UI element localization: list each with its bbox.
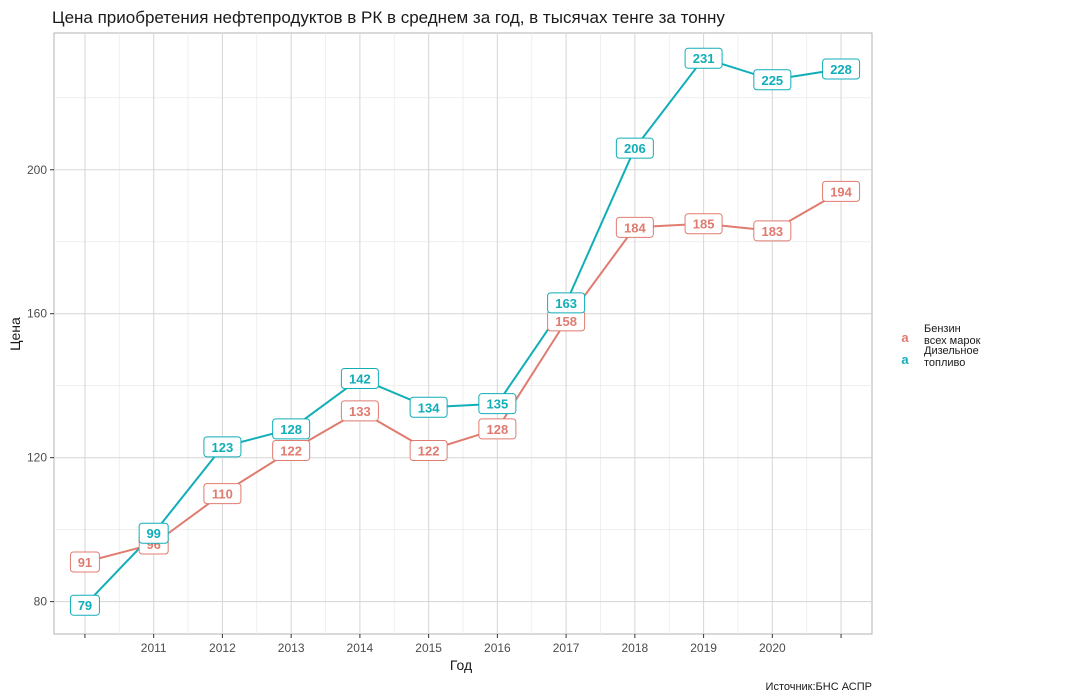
data-label: 133 bbox=[340, 400, 379, 422]
x-tick-label: 2017 bbox=[553, 641, 580, 655]
data-label-text: 194 bbox=[830, 184, 852, 199]
data-label-text: 79 bbox=[78, 598, 92, 613]
data-label-text: 133 bbox=[349, 404, 371, 419]
data-label-text: 123 bbox=[212, 440, 234, 455]
y-axis-title: Цена bbox=[7, 317, 23, 351]
data-label-box bbox=[822, 180, 861, 202]
legend-label: Бензин bbox=[924, 323, 961, 335]
data-label-box bbox=[69, 594, 100, 616]
data-label-text: 228 bbox=[830, 62, 852, 77]
data-label: 225 bbox=[753, 69, 792, 91]
data-label-box bbox=[69, 551, 100, 573]
legend-label: топливо bbox=[924, 357, 965, 369]
x-axis-ticks: 2011 2012 2013 2014 2015 2016 2017 2018 2019 2020 bbox=[84, 634, 842, 655]
data-label-box bbox=[684, 213, 723, 235]
data-label-box bbox=[822, 58, 861, 80]
data-label-box bbox=[203, 483, 242, 505]
data-label: 122 bbox=[272, 439, 311, 461]
data-label-box bbox=[409, 396, 448, 418]
chart-title: Цена приобретения нефтепродуктов в РК в … bbox=[52, 8, 725, 27]
legend-label: Дизельное bbox=[924, 345, 979, 357]
data-label-box bbox=[272, 418, 311, 440]
data-label-text: 134 bbox=[418, 400, 440, 415]
data-label: 99 bbox=[138, 522, 169, 544]
data-label: 135 bbox=[478, 393, 517, 415]
data-label: 91 bbox=[69, 551, 100, 573]
data-label: 142 bbox=[340, 367, 379, 389]
x-tick-label: 2014 bbox=[347, 641, 374, 655]
data-label-box bbox=[615, 137, 654, 159]
data-label: 184 bbox=[615, 216, 654, 238]
data-label-box bbox=[684, 47, 723, 69]
data-label-box bbox=[138, 522, 169, 544]
data-label: 231 bbox=[684, 47, 723, 69]
data-label-text: 183 bbox=[761, 224, 783, 239]
data-label-text: 122 bbox=[280, 443, 302, 458]
y-tick-label: 80 bbox=[34, 595, 48, 609]
source-caption: Источник:БНС АСПР bbox=[766, 681, 872, 693]
data-label: 163 bbox=[547, 292, 586, 314]
x-tick-label: 2020 bbox=[759, 641, 786, 655]
data-label: 185 bbox=[684, 213, 723, 235]
data-label-text: 135 bbox=[487, 397, 509, 412]
x-tick-label: 2016 bbox=[484, 641, 511, 655]
data-label-box bbox=[753, 220, 792, 242]
data-label-box bbox=[615, 216, 654, 238]
data-label-text: 158 bbox=[555, 314, 577, 329]
data-label-text: 185 bbox=[693, 217, 715, 232]
y-axis-ticks: 80 120 160 200 bbox=[27, 163, 54, 609]
data-label: 134 bbox=[409, 396, 448, 418]
data-label-box bbox=[272, 439, 311, 461]
data-label-text: 142 bbox=[349, 371, 371, 386]
data-label-box bbox=[203, 436, 242, 458]
y-tick-label: 120 bbox=[27, 451, 47, 465]
data-label-box bbox=[340, 367, 379, 389]
x-tick-label: 2018 bbox=[621, 641, 648, 655]
data-label-text: 128 bbox=[487, 422, 509, 437]
data-label-box bbox=[547, 292, 586, 314]
data-label: 128 bbox=[272, 418, 311, 440]
data-label-box bbox=[409, 439, 448, 461]
data-label: 158 bbox=[547, 310, 586, 332]
data-label: 194 bbox=[822, 180, 861, 202]
data-label-text: 110 bbox=[212, 487, 233, 502]
data-label-text: 91 bbox=[78, 555, 92, 570]
legend-label: всех марок bbox=[924, 335, 981, 347]
data-label-text: 206 bbox=[624, 141, 646, 156]
data-label-text: 225 bbox=[761, 73, 783, 88]
data-label: 122 bbox=[409, 439, 448, 461]
x-tick-label: 2012 bbox=[209, 641, 236, 655]
x-tick-label: 2019 bbox=[690, 641, 717, 655]
data-label-box bbox=[478, 418, 517, 440]
y-tick-label: 200 bbox=[27, 163, 47, 177]
gridlines bbox=[54, 33, 872, 634]
data-label: 228 bbox=[822, 58, 861, 80]
data-label: 123 bbox=[203, 436, 242, 458]
data-label: 79 bbox=[69, 594, 100, 616]
x-tick-label: 2013 bbox=[278, 641, 305, 655]
legend-key: a bbox=[901, 330, 909, 345]
y-tick-label: 160 bbox=[27, 307, 47, 321]
data-label-box bbox=[478, 393, 517, 415]
data-label-text: 231 bbox=[693, 51, 715, 66]
data-label: 183 bbox=[753, 220, 792, 242]
x-tick-label: 2011 bbox=[141, 641, 167, 655]
data-label: 206 bbox=[615, 137, 654, 159]
x-tick-label: 2015 bbox=[415, 641, 442, 655]
data-label-text: 99 bbox=[146, 526, 160, 541]
x-axis-title: Год bbox=[450, 657, 472, 673]
data-label-text: 122 bbox=[418, 443, 440, 458]
data-label-text: 128 bbox=[280, 422, 302, 437]
data-label-text: 184 bbox=[624, 220, 646, 235]
data-label: 128 bbox=[478, 418, 517, 440]
legend-key: a bbox=[901, 352, 909, 367]
data-label-box bbox=[340, 400, 379, 422]
data-label-box bbox=[753, 69, 792, 91]
data-label: 110 bbox=[203, 483, 242, 505]
data-label-text: 163 bbox=[555, 296, 577, 311]
